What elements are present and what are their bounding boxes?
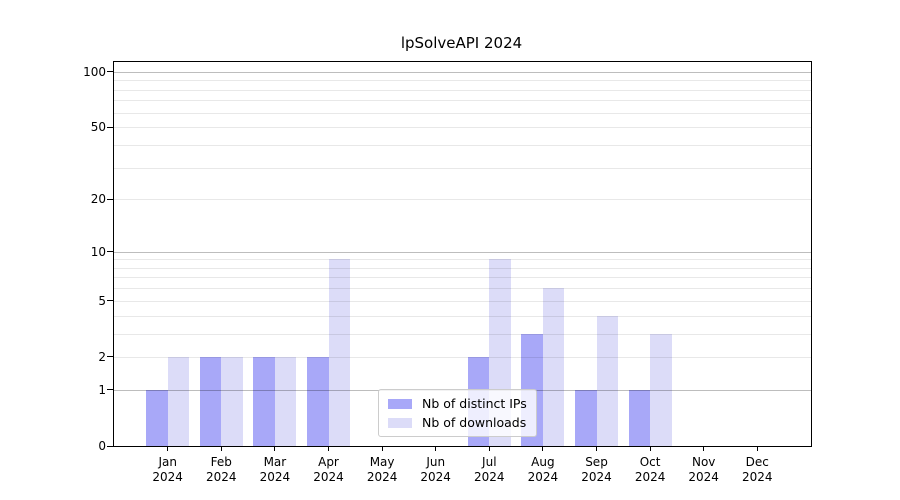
y-tick-label: 50 [90, 120, 106, 135]
minor-gridline [114, 315, 811, 317]
y-tick-mark [107, 300, 113, 302]
major-gridline [114, 251, 811, 253]
legend: Nb of distinct IPs Nb of downloads [378, 389, 537, 437]
minor-gridline [114, 333, 811, 335]
minor-gridline [114, 112, 811, 114]
y-tick-label: 10 [90, 244, 106, 259]
minor-gridline [114, 356, 811, 358]
minor-gridline [114, 167, 811, 169]
plot-area: Nb of distinct IPs Nb of downloads 0 1 2 5 1… [83, 61, 812, 484]
minor-gridline [114, 288, 811, 290]
y-tick-label: 0 [98, 439, 106, 453]
x-tick-label: Nov 2024 [688, 455, 719, 484]
x-tick-label: Sep 2024 [581, 455, 612, 484]
y-tick-mark [107, 445, 113, 447]
major-gridline [114, 71, 811, 73]
chart-title: lpSolveAPI 2024 [400, 34, 523, 52]
x-tick-mark [542, 447, 544, 451]
x-tick-label: May 2024 [366, 455, 398, 484]
x-tick-label: Aug 2024 [527, 455, 559, 484]
x-tick-label: Jun 2024 [420, 455, 451, 484]
minor-gridline [114, 80, 811, 82]
y-tick-label: 20 [90, 192, 106, 207]
bar-downloads [328, 259, 350, 446]
x-tick-mark [435, 447, 437, 451]
x-tick-mark [488, 447, 490, 451]
x-tick-mark [703, 447, 705, 451]
y-tick-label: 5 [98, 293, 106, 308]
minor-gridline [114, 259, 811, 261]
y-tick-label: 2 [98, 349, 106, 364]
legend-label-distinct-ips: Nb of distinct IPs [422, 396, 527, 411]
minor-gridline [114, 144, 811, 146]
bar-distinct-ips [146, 389, 168, 446]
bar-downloads [542, 288, 565, 446]
y-tick-mark [107, 198, 113, 200]
x-tick-mark [381, 447, 383, 451]
y-tick-mark [107, 389, 113, 391]
x-tick-label: Feb 2024 [206, 455, 237, 484]
x-tick-mark [274, 447, 276, 451]
legend-item-downloads: Nb of downloads [388, 415, 527, 430]
legend-swatch-downloads [388, 417, 412, 428]
legend-item-distinct-ips: Nb of distinct IPs [388, 396, 527, 411]
x-tick-label: Oct 2024 [634, 455, 666, 484]
x-tick-label: Jan 2024 [152, 455, 183, 484]
x-tick-mark [167, 447, 169, 451]
legend-label-downloads: Nb of downloads [422, 415, 527, 430]
x-tick-mark [220, 447, 222, 451]
x-tick-label: Mar 2024 [259, 455, 291, 484]
minor-gridline [114, 89, 811, 91]
bar-downloads [221, 356, 243, 446]
minor-gridline [114, 267, 811, 269]
x-tick-mark [649, 447, 651, 451]
minor-gridline [114, 300, 811, 302]
bar-downloads [650, 333, 672, 446]
x-tick-mark [596, 447, 597, 451]
minor-gridline [114, 199, 811, 201]
x-tick-label: Apr 2024 [313, 455, 344, 484]
bar-distinct-ips [199, 356, 222, 446]
bar-distinct-ips [575, 389, 597, 446]
y-tick-label: 100 [83, 64, 106, 79]
bar-distinct-ips [307, 356, 329, 446]
bar-downloads [274, 356, 297, 446]
legend-swatch-distinct-ips [388, 398, 412, 409]
minor-gridline [114, 127, 811, 129]
bar-distinct-ips [253, 356, 275, 446]
bar-downloads [596, 315, 618, 446]
minor-gridline [114, 100, 811, 102]
x-tick-mark [328, 447, 329, 451]
x-tick-label: Jul 2024 [474, 455, 505, 484]
y-tick-mark [107, 356, 113, 358]
y-tick-mark [107, 126, 113, 128]
x-tick-label: Dec 2024 [742, 455, 773, 484]
x-tick-mark [756, 447, 758, 451]
y-tick-label: 1 [98, 382, 106, 397]
bar-downloads [167, 356, 190, 446]
bar-distinct-ips [628, 389, 651, 446]
y-tick-mark [107, 251, 113, 253]
y-tick-mark [107, 71, 113, 73]
minor-gridline [114, 277, 811, 279]
